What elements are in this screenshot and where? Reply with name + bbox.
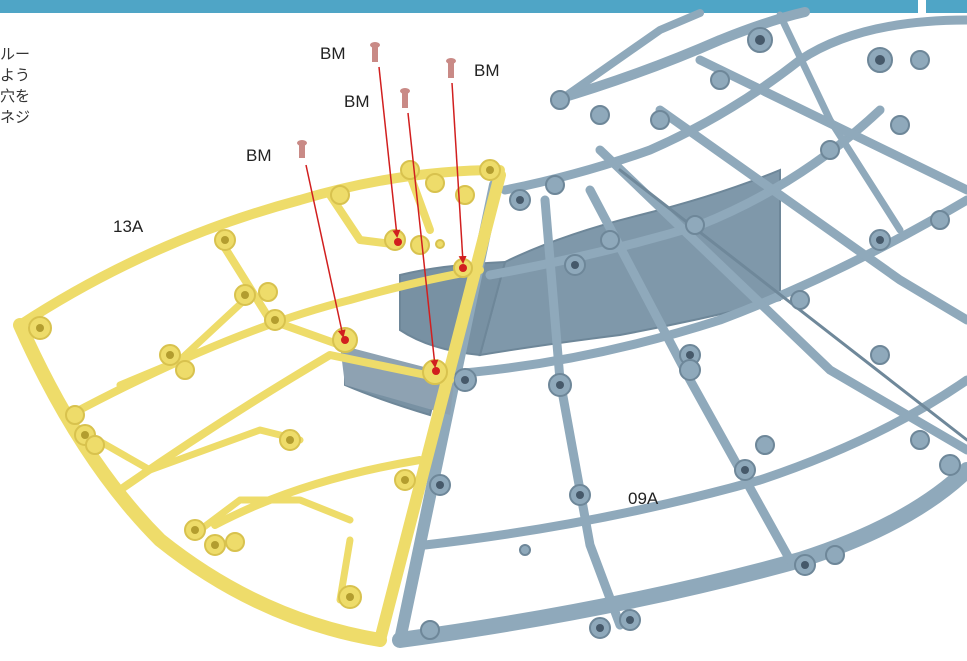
header-bar-right-tab <box>926 0 967 13</box>
screw-label-3: BM <box>344 92 370 111</box>
screw-label-4: BM <box>474 61 500 80</box>
rib-3 <box>595 145 967 455</box>
instruction-line-2: よう <box>0 66 31 84</box>
outer-edge <box>13 318 387 647</box>
screw-label-1: BM <box>246 146 272 165</box>
arc-0 <box>500 15 967 195</box>
target-holes <box>341 238 467 375</box>
target-hole-4 <box>459 264 467 272</box>
rib-e <box>76 426 304 474</box>
rib-c <box>406 171 434 234</box>
screw-bm-1 <box>297 140 346 338</box>
screw-bm-4 <box>446 58 467 264</box>
arc-3 <box>211 456 424 529</box>
instruction-line-3: 穴を <box>0 87 31 105</box>
instruction-line-1: ルー <box>0 45 31 63</box>
part-09a-holes <box>436 35 885 632</box>
part-13a-holes <box>36 166 494 601</box>
rib-d <box>116 291 254 389</box>
part-label-09a: 09A <box>628 489 659 508</box>
target-hole-2 <box>394 238 402 246</box>
screw-label-2: BM <box>320 44 346 63</box>
screw-bm-3 <box>400 88 439 368</box>
outer-arc <box>392 462 967 648</box>
rib-1 <box>540 195 625 630</box>
part-09a-frame <box>344 7 967 648</box>
rib-4 <box>655 105 967 325</box>
part-13a-bosses <box>28 159 501 609</box>
header-bar <box>0 0 918 13</box>
right-edge <box>374 169 506 646</box>
rib-6 <box>776 11 904 234</box>
rib-f <box>196 496 354 534</box>
instruction-line-4: ネジ <box>0 108 31 126</box>
part-label-13a: 13A <box>113 217 144 236</box>
top-edge <box>15 165 505 330</box>
target-hole-1 <box>341 336 349 344</box>
screw-bm-2 <box>370 42 401 238</box>
instruction-text: ルー よう 穴を ネジ <box>0 44 31 128</box>
top-arc <box>550 7 810 105</box>
target-hole-3 <box>432 367 440 375</box>
top-rib <box>556 9 704 104</box>
